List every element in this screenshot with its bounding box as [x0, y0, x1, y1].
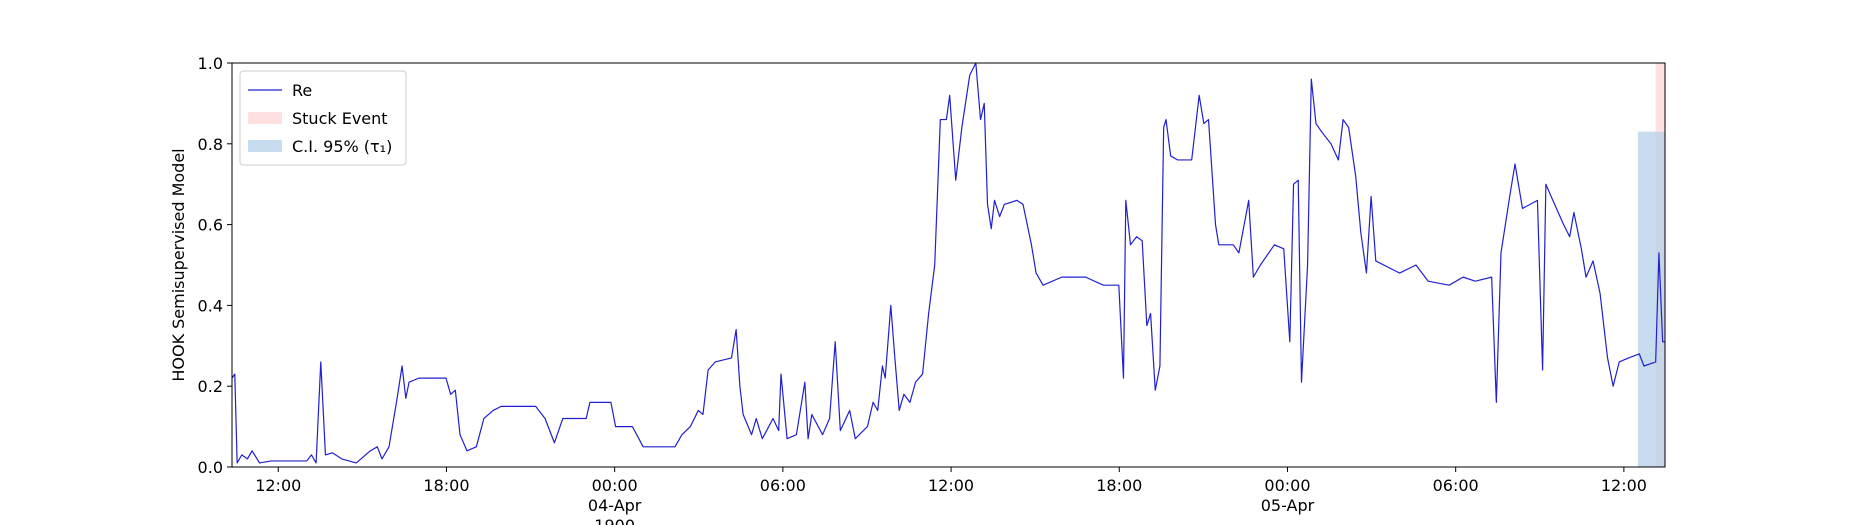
y-tick-label: 1.0: [198, 54, 223, 73]
y-tick-label: 0.6: [198, 216, 223, 235]
x-tick-label: 18:00: [423, 476, 469, 495]
axes-frame: [231, 62, 1666, 468]
legend-label: C.I. 95% (τ₁): [292, 137, 392, 156]
legend-swatch: [248, 112, 282, 124]
legend-label: Stuck Event: [292, 109, 388, 128]
legend: Re Stuck Event C.I. 95% (τ₁): [239, 70, 407, 166]
x-tick-label: 12:00: [1601, 476, 1647, 495]
x-tick-label: 00:00: [592, 476, 638, 495]
x-tick-label: 06:00: [1433, 476, 1479, 495]
y-tick-label: 0.2: [198, 377, 223, 396]
legend-label: Re: [292, 81, 312, 100]
x-tick-label: 12:00: [255, 476, 301, 495]
y-axis-label: HOOK Semisupervised Model: [169, 148, 188, 381]
x-tick-label: 06:00: [760, 476, 806, 495]
legend-swatch: [248, 140, 282, 152]
data-line: [231, 62, 1665, 464]
x-tick-label: 12:00: [928, 476, 974, 495]
x-tick-label: 04-Apr: [588, 496, 642, 515]
y-tick-label: 0.8: [198, 135, 223, 154]
y-tick-label: 0.4: [198, 296, 223, 315]
x-tick-label: 00:00: [1264, 476, 1310, 495]
y-tick-label: 0.0: [198, 458, 223, 477]
x-tick-label: 05-Apr: [1261, 496, 1315, 515]
x-tick-label: 18:00: [1096, 476, 1142, 495]
x-tick-label: 1900: [594, 516, 635, 525]
